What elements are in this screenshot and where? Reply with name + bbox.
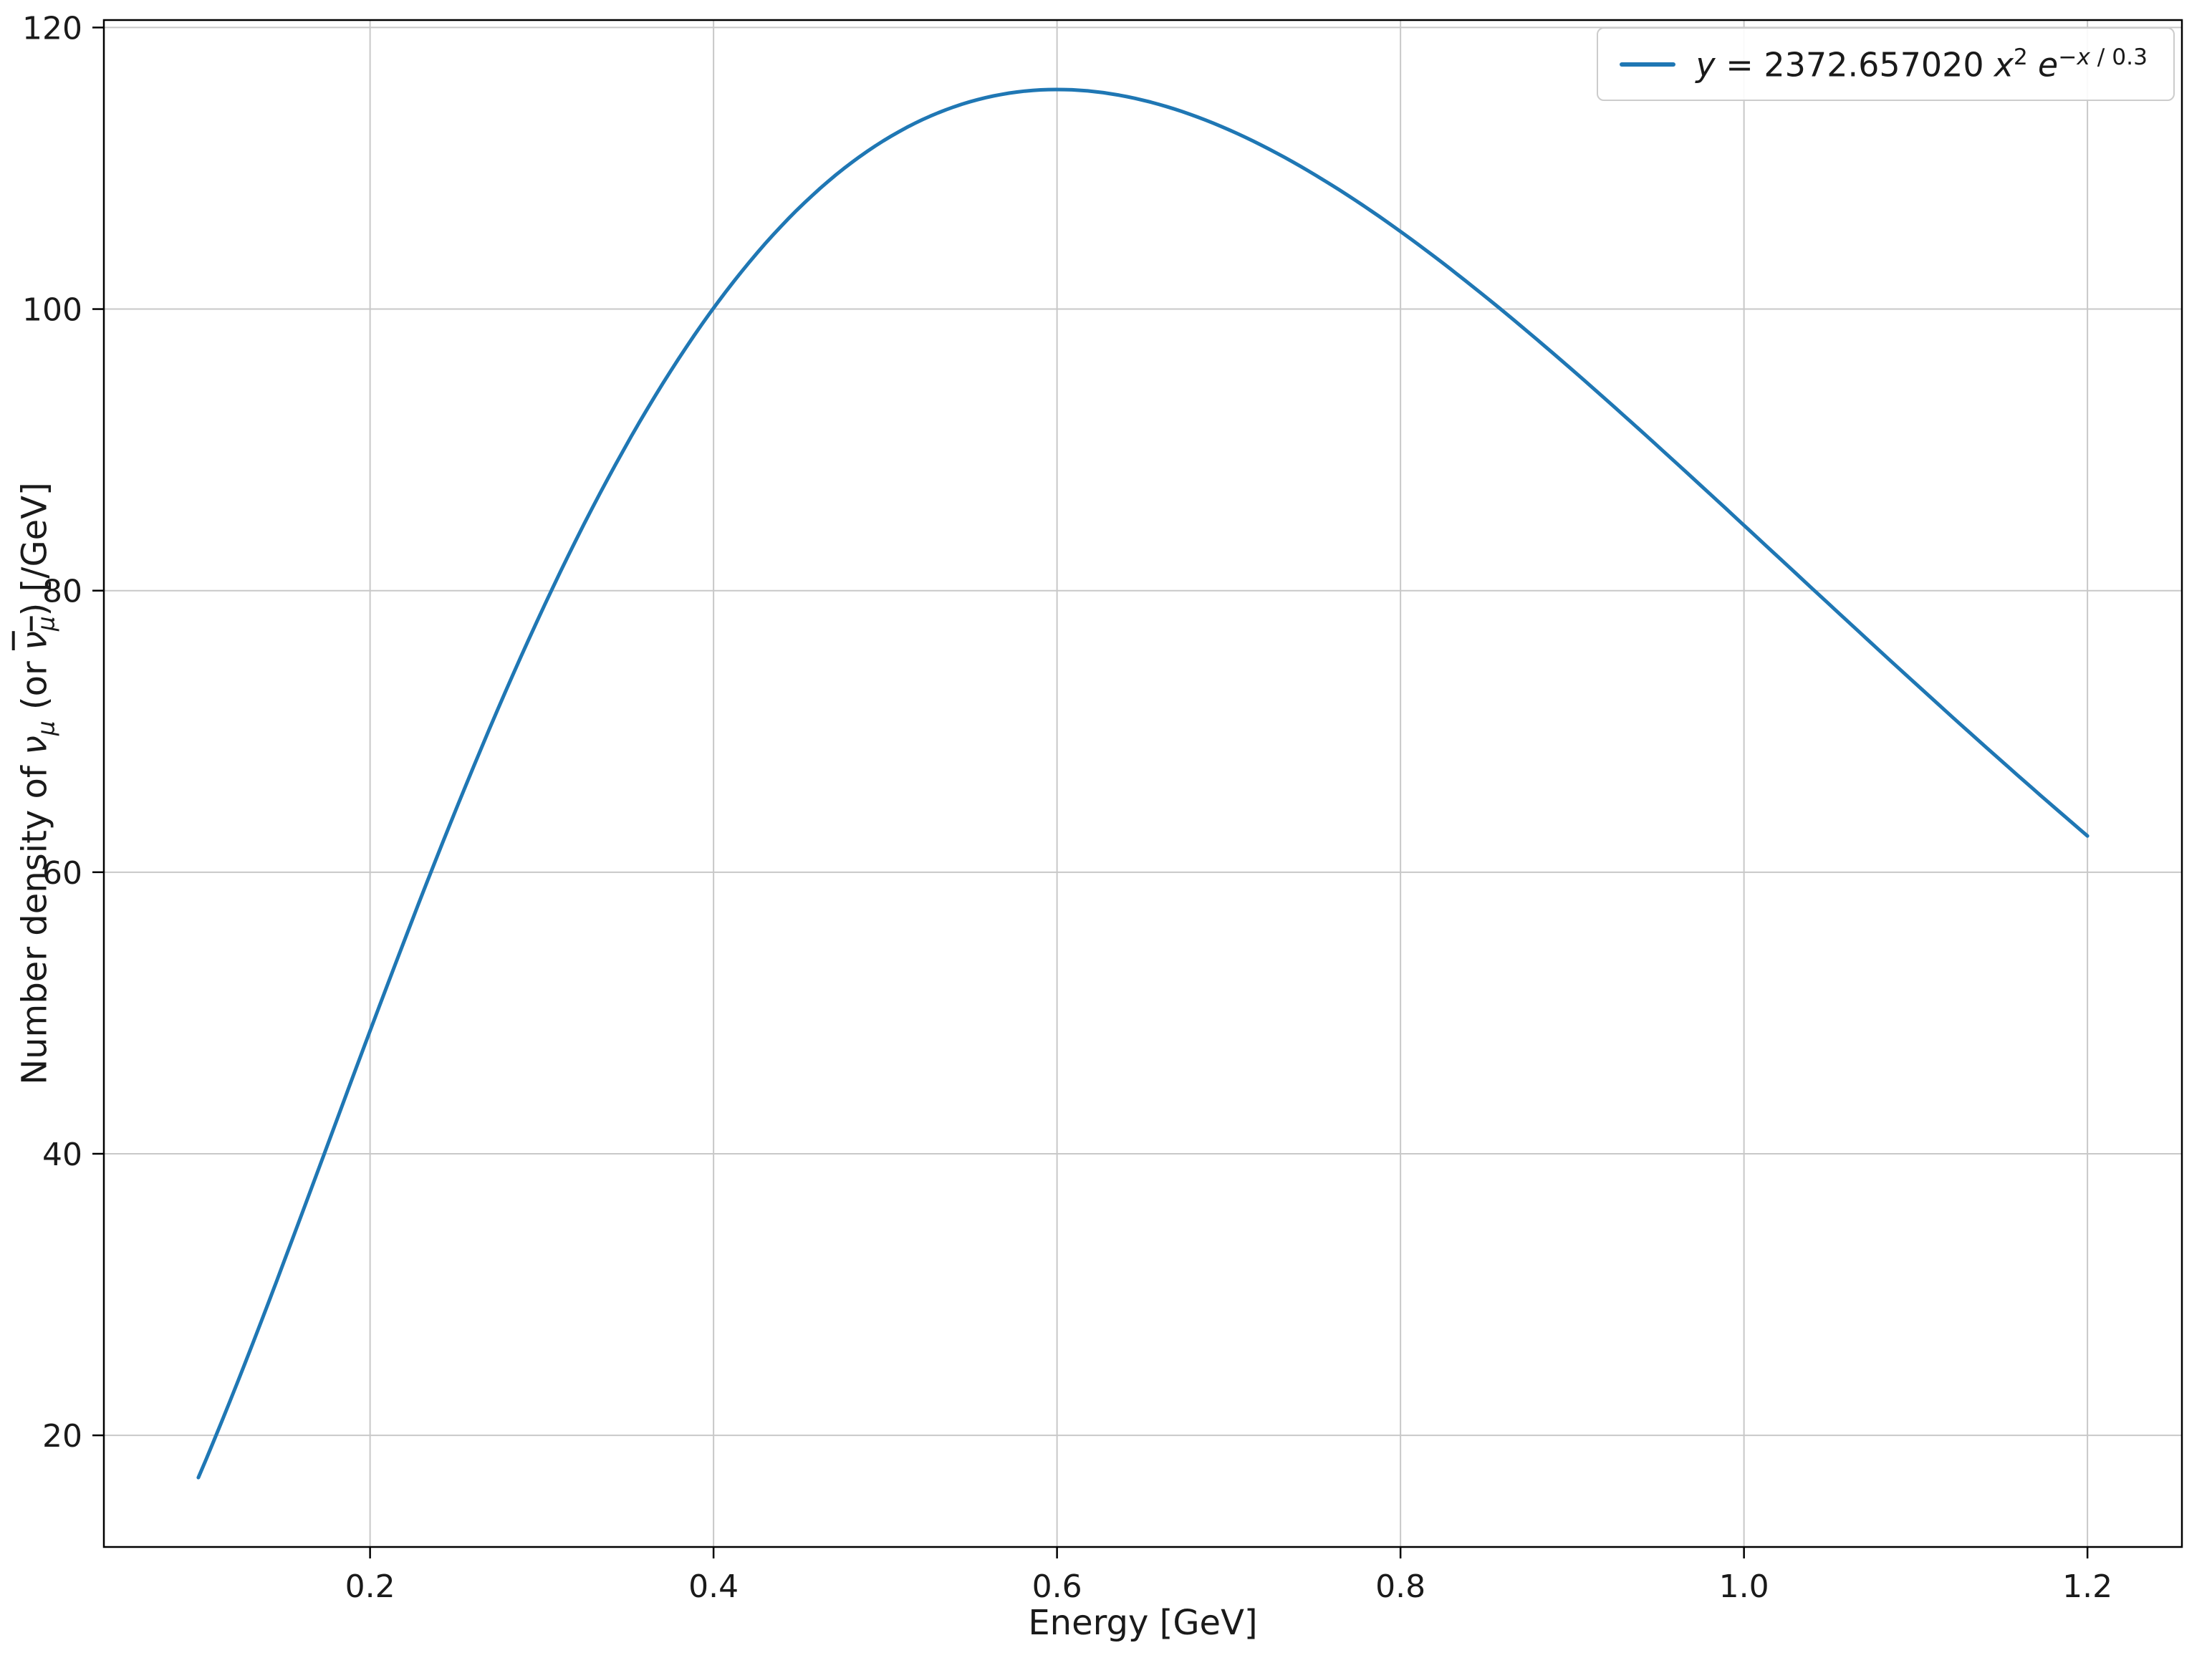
axes-frame	[102, 19, 2183, 1548]
y-tick-label: 60	[42, 855, 82, 892]
y-tick-label: 20	[42, 1418, 82, 1455]
x-axis-label: Energy [GeV]	[1028, 1603, 1258, 1643]
x-tick-label: 0.2	[345, 1568, 395, 1605]
legend-line-sample	[1620, 62, 1676, 67]
legend: y = 2372.657020 x2 e−x / 0.3	[1597, 27, 2175, 102]
y-axis-label-suffix: ) [/GeV]	[14, 482, 55, 617]
legend-x-exponent: 2	[2013, 44, 2028, 70]
legend-equals: =	[1715, 45, 1764, 85]
y-tick-label: 100	[22, 292, 82, 329]
legend-label: y = 2372.657020 x2 e−x / 0.3	[1696, 44, 2148, 84]
nu-symbol: ν	[14, 736, 55, 755]
x-tick-label: 0.4	[688, 1568, 739, 1605]
mu-bar-subscript: μ	[32, 616, 60, 632]
legend-y: y	[1696, 45, 1716, 85]
mu-subscript: μ	[32, 720, 60, 736]
y-axis-label-or: (or	[14, 650, 55, 721]
y-axis-label: Number density of νμ (or νμ) [/GeV]	[15, 482, 60, 1085]
y-axis-label-prefix: Number density of	[14, 754, 55, 1085]
legend-e-exponent: −x / 0.3	[2058, 44, 2148, 70]
x-tick-label: 1.0	[1719, 1568, 1769, 1605]
x-tick-label: 1.2	[2062, 1568, 2112, 1605]
y-tick-label: 120	[22, 10, 82, 47]
legend-x: x	[1994, 45, 2014, 85]
y-tick-label: 80	[42, 574, 82, 610]
x-tick-label: 0.6	[1032, 1568, 1082, 1605]
y-tick-label: 40	[42, 1137, 82, 1173]
nu-bar-symbol: νμ	[14, 616, 60, 650]
legend-coefficient: 2372.657020	[1764, 45, 1984, 85]
legend-e: e	[2037, 45, 2059, 85]
x-tick-label: 0.8	[1375, 1568, 1425, 1605]
data-line	[196, 87, 2090, 1480]
